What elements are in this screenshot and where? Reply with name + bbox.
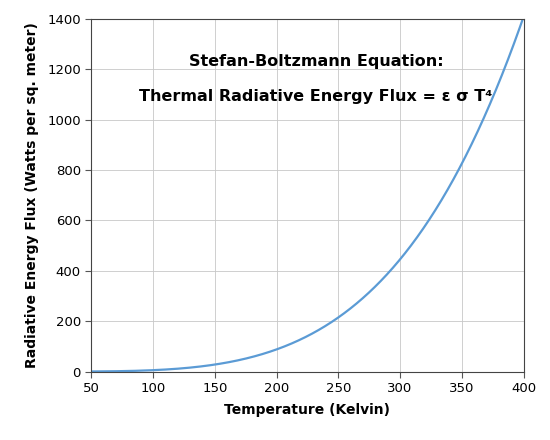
Text: Stefan-Boltzmann Equation:: Stefan-Boltzmann Equation:	[189, 54, 443, 69]
X-axis label: Temperature (Kelvin): Temperature (Kelvin)	[224, 403, 390, 417]
Y-axis label: Radiative Energy Flux (Watts per sq. meter): Radiative Energy Flux (Watts per sq. met…	[25, 22, 39, 368]
Text: Thermal Radiative Energy Flux = ε σ T⁴: Thermal Radiative Energy Flux = ε σ T⁴	[140, 89, 493, 104]
